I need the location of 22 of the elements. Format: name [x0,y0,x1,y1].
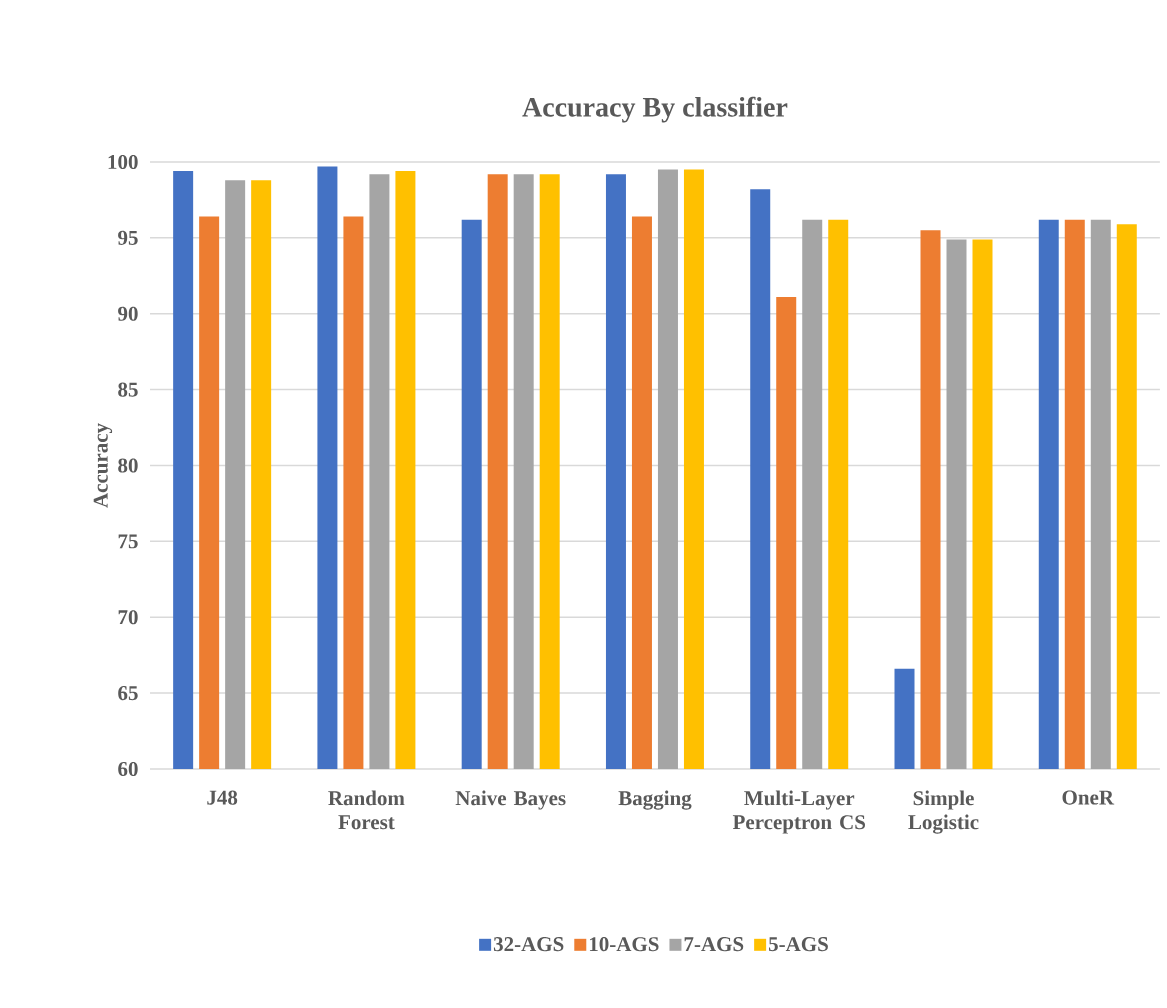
y-tick-label: 85 [118,382,138,397]
legend-label: 7-AGS [684,937,744,952]
y-tick-label: 60 [118,761,138,777]
y-tick-label: 80 [118,458,138,473]
x-tick-label: Random Forest [328,790,405,830]
y-tick-label: 90 [118,306,138,321]
x-tick-label: Naive Bayes [455,790,566,810]
legend-label: 32-AGS [493,937,564,952]
y-tick-label: 100 [108,154,138,170]
y-tick-label: 95 [118,230,138,245]
x-tick-label: Multi-Layer Perceptron CS [732,790,866,834]
chart-title: Accuracy By classifier [522,96,788,123]
legend-label: 5-AGS [768,937,828,952]
x-tick-label: J48 [207,790,238,805]
x-tick-label: Bagging [618,790,692,810]
y-tick-label: 75 [118,534,138,549]
y-tick-label: 70 [118,610,138,625]
y-axis-title: Accuracy [93,423,113,508]
x-tick-label: Simple Logistic [908,790,979,834]
y-tick-label: 65 [118,686,138,701]
legend-label: 10-AGS [589,937,659,952]
x-tick-label: OneR [1062,790,1115,805]
